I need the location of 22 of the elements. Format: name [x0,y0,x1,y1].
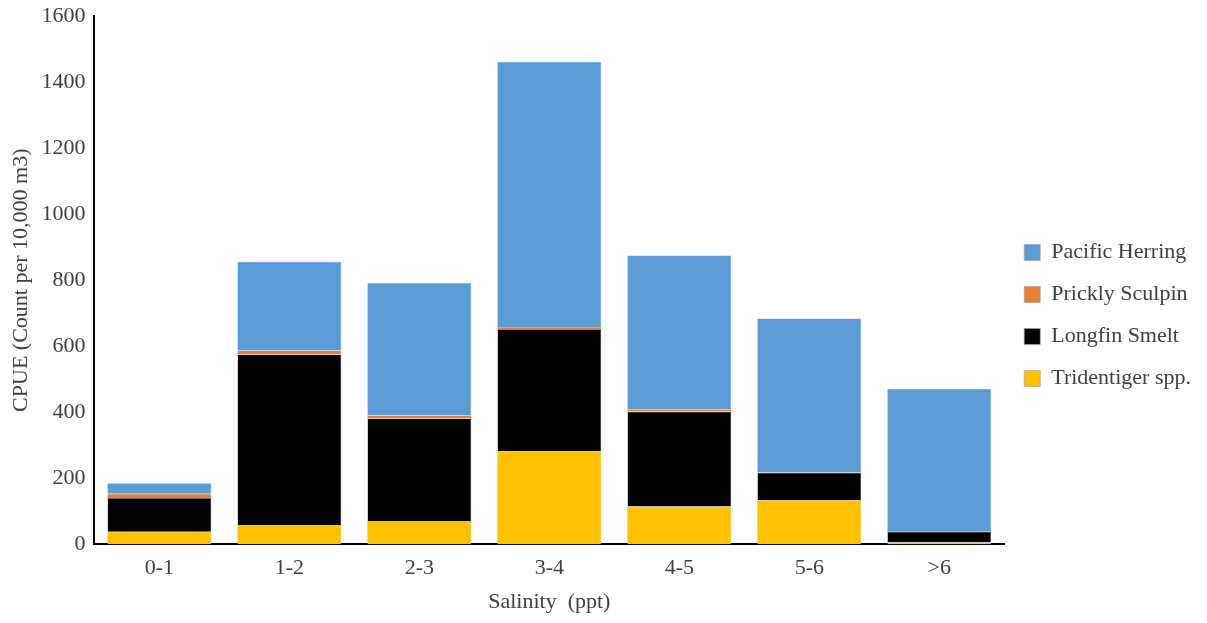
y-tick-label: 400 [52,397,86,423]
x-tick-label: 5-6 [794,554,824,580]
x-tick-label: 1-2 [274,554,305,580]
x-tick-label: 0-1 [144,554,175,580]
y-tick-label: 1600 [41,1,86,27]
legend-label: Longfin Smelt [1051,322,1179,348]
x-tick-label: >6 [927,554,951,580]
y-tick-label: 1000 [41,199,86,225]
y-tick-label: 1200 [41,133,86,159]
legend-label: Tridentiger spp. [1051,364,1191,390]
x-axis-title: Salinity (ppt) [488,587,611,613]
legend-label: Pacific Herring [1051,238,1187,264]
x-tick-label: 2-3 [404,554,435,580]
y-axis-title: CPUE (Count per 10,000 m3) [6,148,32,412]
legend-label: Prickly Sculpin [1051,280,1188,306]
y-tick-label: 800 [52,265,86,291]
y-tick-label: 0 [74,529,86,555]
y-tick-label: 600 [52,331,86,357]
y-tick-label: 1400 [41,67,86,93]
x-tick-label: 4-5 [664,554,694,580]
y-tick-label: 200 [52,463,86,489]
x-tick-label: 3-4 [534,554,564,580]
